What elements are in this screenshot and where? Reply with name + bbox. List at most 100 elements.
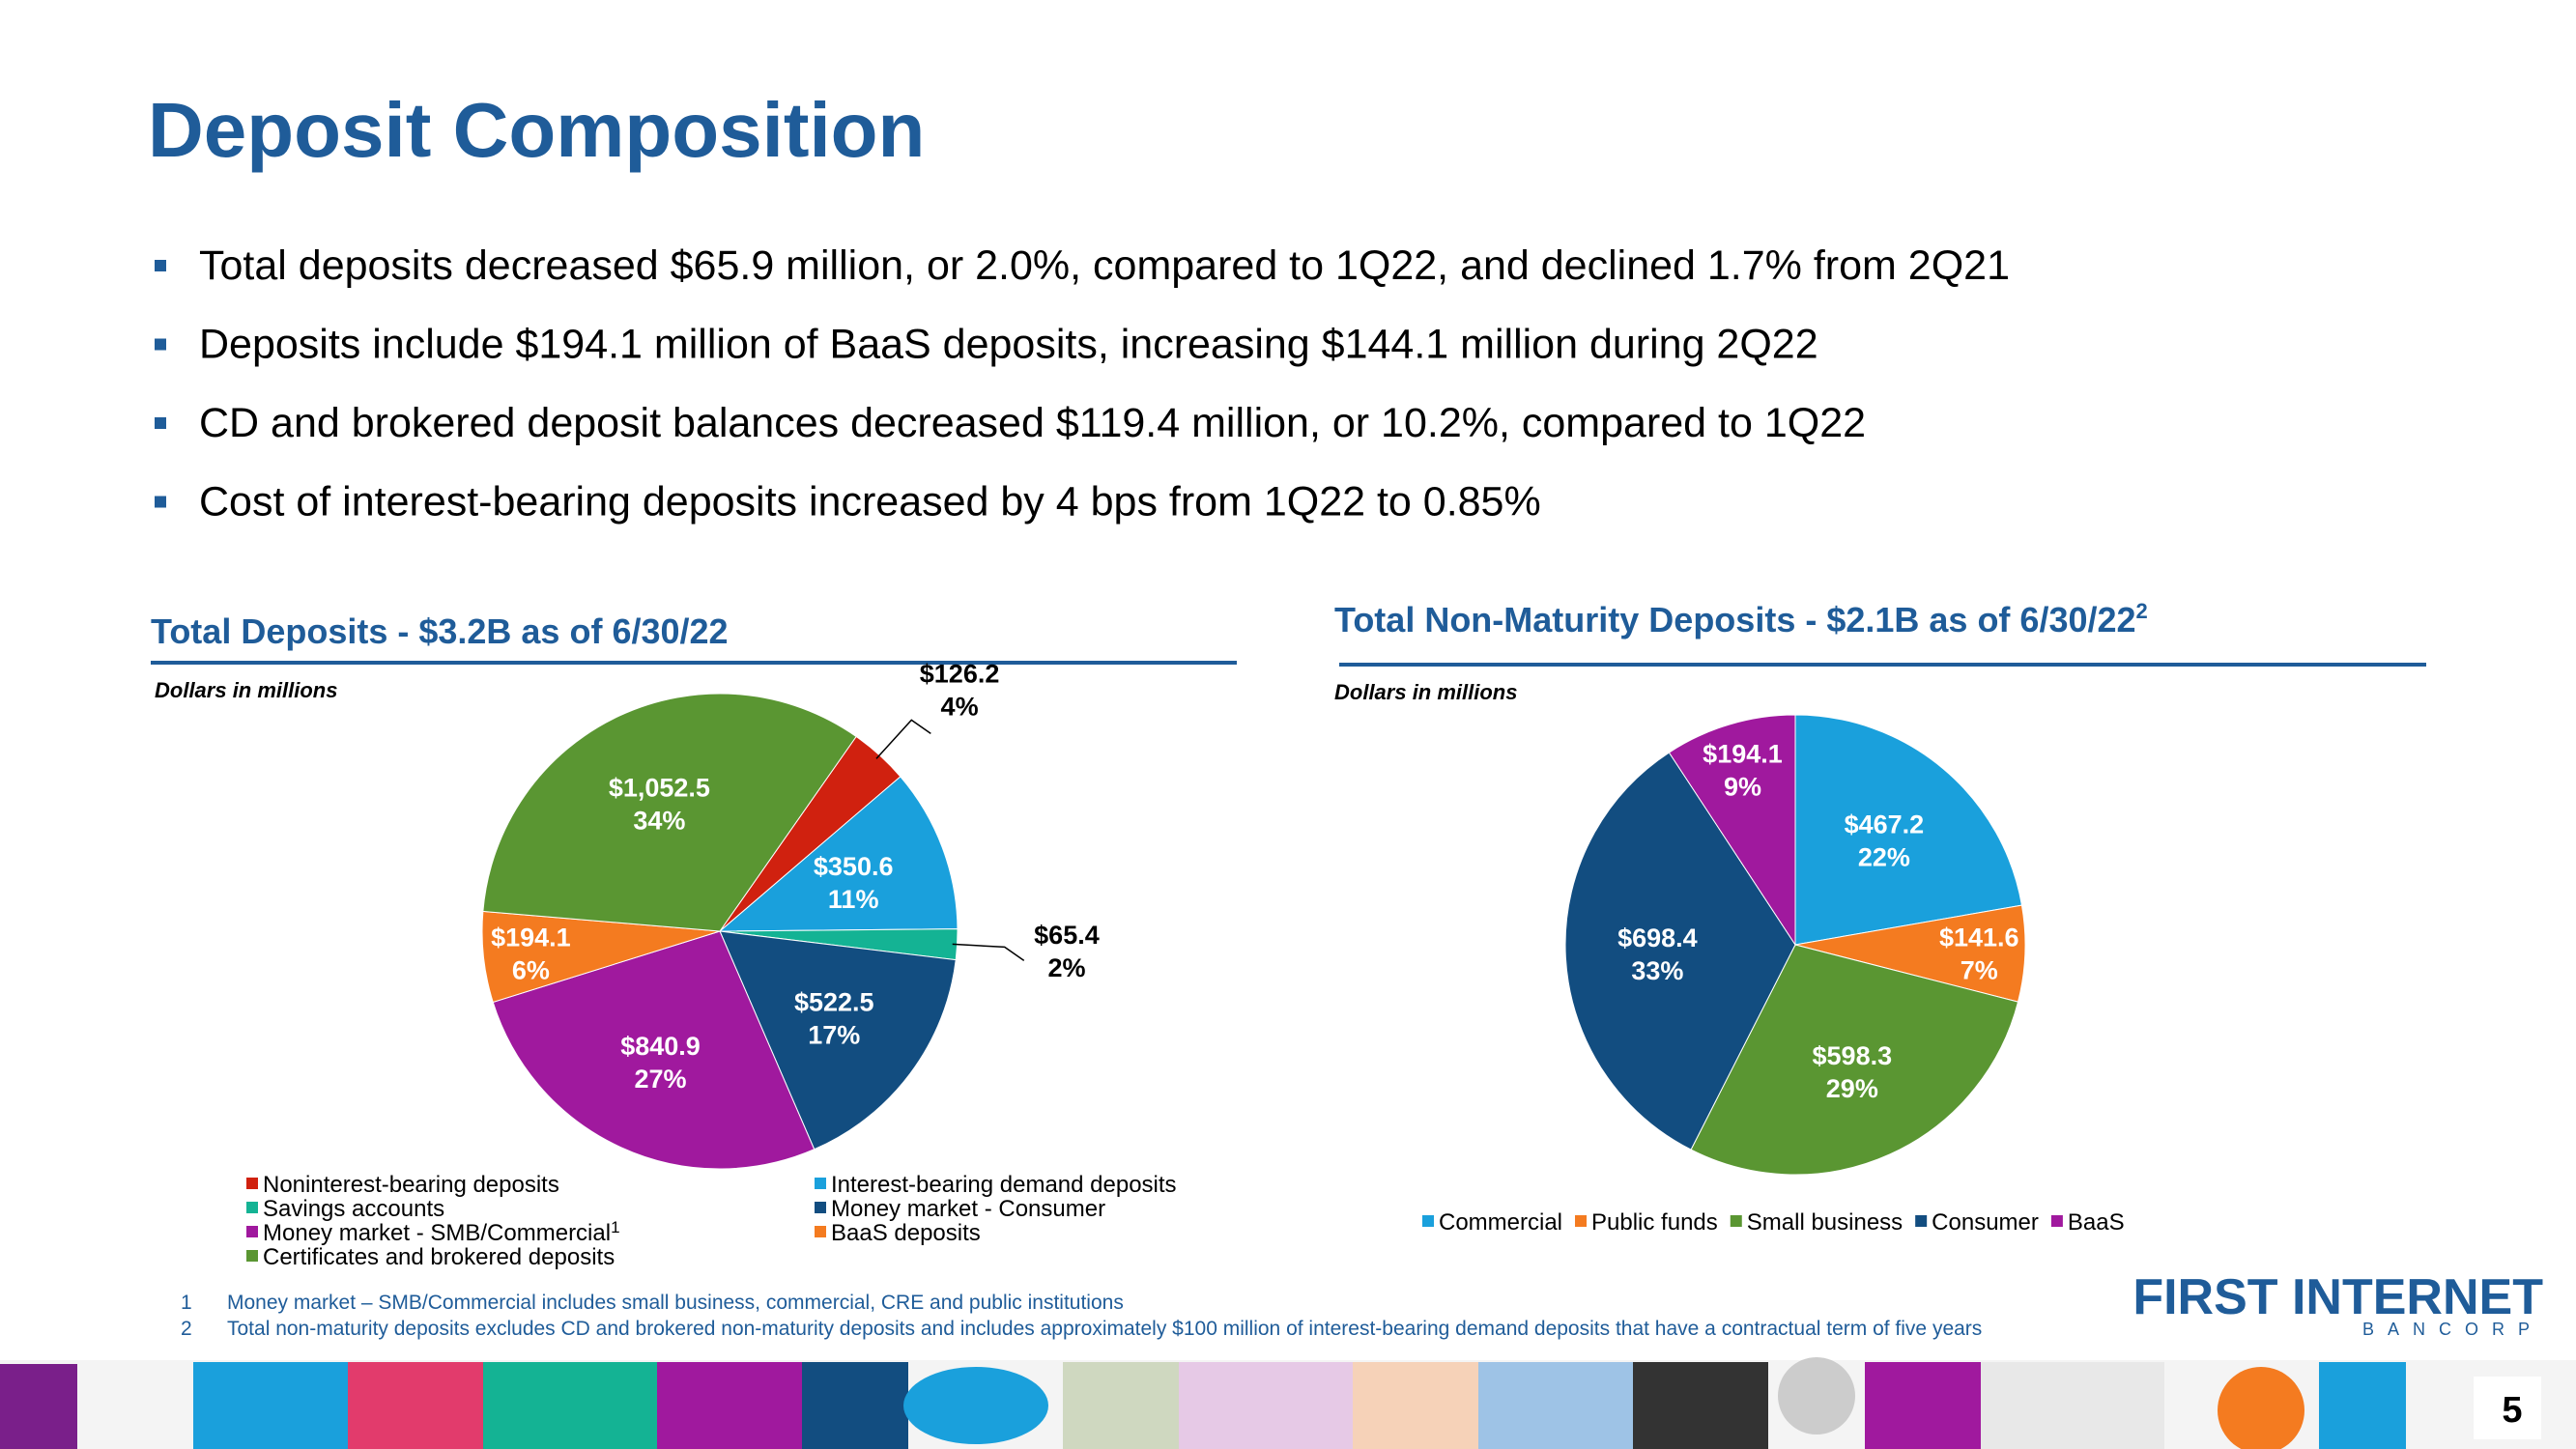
strip-tile [1865,1362,1981,1449]
chart: Total Deposits - $3.2B as of 6/30/22 Doll… [151,611,1237,1270]
legend-marker [1915,1215,1928,1227]
legend-text: Money market - SMB/Commercial [263,1220,611,1246]
value-label: $141.6 [1939,923,2019,952]
leader-line [875,719,931,759]
bullet-marker [155,417,166,429]
value-label: $194.1 [491,923,571,952]
strip-tile [1981,1362,2164,1449]
legend-marker [246,1250,258,1262]
percent-label: 27% [635,1065,687,1094]
legend-label: BaaS [2068,1209,2125,1236]
value-label: $698.4 [1617,923,1698,952]
bullet-text: Cost of interest-bearing deposits increa… [199,479,1541,526]
strip-tile [1179,1362,1353,1449]
legend-label: Consumer [1932,1209,2039,1236]
pie-slice [492,930,816,1170]
percent-label: 17% [808,1020,860,1049]
legend-label: Noninterest-bearing deposits [263,1172,559,1198]
percent-label: 29% [1826,1074,1878,1103]
legend-marker [246,1202,258,1213]
value-label: $840.9 [620,1032,701,1061]
legend-marker [815,1178,826,1189]
strip-tile [2319,1362,2406,1449]
chart-title: Total Deposits - $3.2B as of 6/30/22 [151,611,729,651]
strip-tile [0,1364,77,1449]
strip-tile [193,1362,348,1449]
legend-text: BaaS [2068,1209,2125,1236]
bullet-marker [155,496,166,508]
percent-label: 2% [1047,953,1085,982]
percent-label: 22% [1858,843,1910,872]
value-label: $522.5 [794,987,874,1016]
logo: FIRST INTERNET BANCORP [2132,1269,2543,1339]
percent-label: 9% [1724,773,1761,802]
legend-text: Public funds [1591,1209,1718,1236]
title-footnote: 2 [2136,599,2148,623]
legend-label: Savings accounts [263,1196,444,1222]
leader-line [952,943,1025,962]
value-label: $126.2 [920,660,1000,689]
strip-tile [483,1362,657,1449]
legend-text: Noninterest-bearing deposits [263,1172,559,1198]
value-label: $194.1 [1703,740,1783,769]
bullet-text: CD and brokered deposit balances decreas… [199,400,1866,446]
pie-slice [1564,752,1796,1151]
chart-title-text: Total Non-Maturity Deposits - $2.1B as o… [1334,600,2136,639]
value-label: $1,052.5 [609,773,710,802]
chart: Total Non-Maturity Deposits - $2.1B as o… [1334,599,2426,1236]
legend-label: Interest-bearing demand deposits [831,1172,1177,1198]
legend-marker [1575,1215,1588,1227]
pie-slice [1794,714,2023,946]
page-number: 5 [2502,1390,2522,1431]
bullet-marker [155,260,166,271]
value-label: $350.6 [814,852,894,881]
legend-text: Commercial [1439,1209,1562,1236]
legend-text: Interest-bearing demand deposits [831,1172,1177,1198]
legend-text: Small business [1747,1209,1903,1236]
legend-text: Consumer [1932,1209,2039,1236]
pie-slice [719,930,957,1151]
legend-text: Certificates and brokered deposits [263,1244,615,1270]
value-label: $467.2 [1845,810,1925,839]
chart-title-text: Total Deposits - $3.2B as of 6/30/22 [151,611,729,651]
unit-note: Dollars in millions [155,678,337,702]
percent-label: 7% [1961,955,1998,984]
value-label: $598.3 [1813,1041,1893,1070]
pie-slice [1668,714,1796,947]
legend-text: BaaS deposits [831,1220,981,1246]
legend-marker [815,1226,826,1237]
chart-title: Total Non-Maturity Deposits - $2.1B as o… [1334,599,2148,639]
strip-tile [348,1362,483,1449]
percent-label: 4% [941,693,979,722]
strip-tile [1353,1362,1478,1449]
value-label: $65.4 [1034,921,1100,950]
legend-marker [246,1178,258,1189]
slide-title: Deposit Composition [148,87,925,173]
footnote-number: 2 [181,1318,192,1340]
bullet-list: Total deposits decreased $65.9 million, … [155,242,2010,526]
strip-tile [2218,1367,2304,1449]
percent-label: 34% [633,806,685,835]
pie-slice [718,776,959,932]
strip-tile [903,1367,1048,1444]
page-number-bg [2474,1377,2541,1439]
bullet-text: Deposits include $194.1 million of BaaS … [199,322,1818,368]
strip-tile [1063,1362,1179,1449]
charts: Total Deposits - $3.2B as of 6/30/22 Doll… [151,599,2426,1270]
strip-tile [802,1362,908,1449]
legend-marker [1422,1215,1434,1227]
legend-marker [246,1226,258,1237]
footnote-text: Total non-maturity deposits excludes CD … [227,1318,1982,1340]
legend-label: BaaS deposits [831,1220,981,1246]
pie-slice [1690,944,2019,1176]
legend-marker [1730,1215,1742,1227]
strip-tile [657,1362,802,1449]
strip-tile [1778,1357,1855,1435]
logo-sub: BANCORP [2362,1320,2543,1339]
unit-note: Dollars in millions [1334,680,1517,704]
percent-label: 33% [1631,956,1683,985]
bullet-marker [155,338,166,351]
legend-label: Money market - SMB/Commercial1 [263,1218,620,1246]
legend-label: Small business [1747,1209,1903,1236]
